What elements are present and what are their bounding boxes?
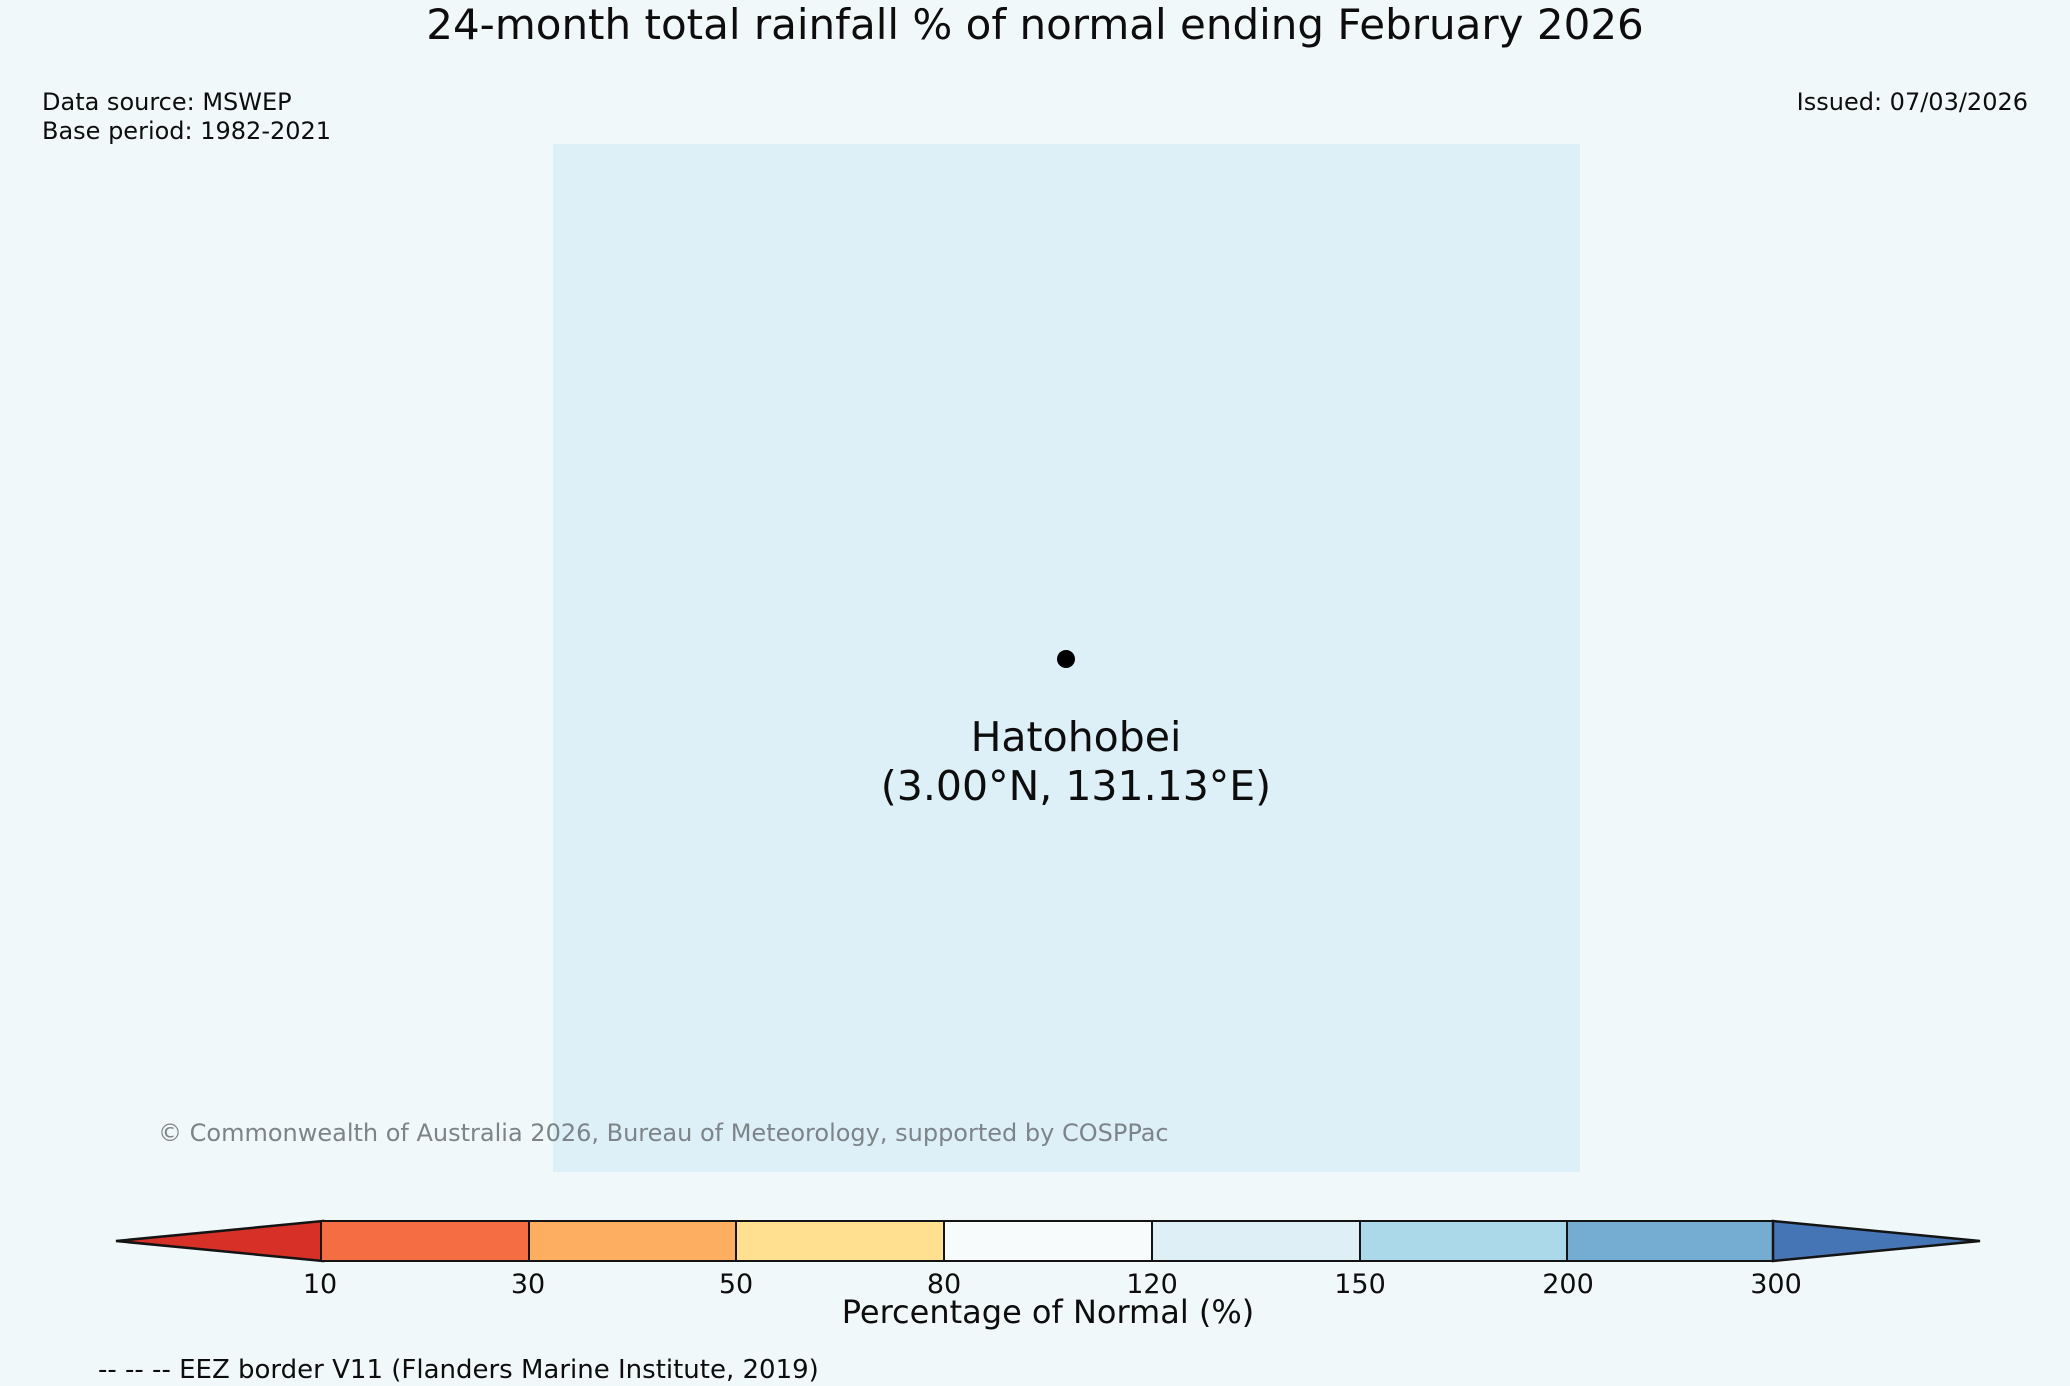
colorbar-segment-30-50	[527, 1222, 736, 1260]
colorbar-over-range-arrow	[1771, 1219, 1981, 1263]
right-arrow-shape	[1771, 1219, 1981, 1263]
colorbar-tick-150: 150	[1334, 1269, 1386, 1300]
colorbar-tick-30: 30	[510, 1269, 546, 1300]
colorbar-tick-300: 300	[1750, 1269, 1802, 1300]
colorbar-axis-label: Percentage of Normal (%)	[841, 1293, 1255, 1331]
colorbar-segment-80-120	[943, 1222, 1151, 1260]
colorbar-tick-10: 10	[302, 1269, 338, 1300]
station-coords-label: (3.00°N, 131.13°E)	[880, 762, 1272, 810]
base-period-label: Base period: 1982-2021	[42, 117, 332, 145]
issued-label: Issued: 07/03/2026	[1796, 88, 2028, 116]
copyright-notice: © Commonwealth of Australia 2026, Bureau…	[158, 1119, 1169, 1147]
station-label: Hatohobei (3.00°N, 131.13°E)	[576, 713, 1576, 811]
colorbar-ticks: 10 30 50 80 120 150 200 300	[0, 1268, 2070, 1302]
colorbar-segment-50-80	[735, 1222, 944, 1260]
data-source-label: Data source: MSWEP	[42, 88, 292, 116]
colorbar-tick-50: 50	[718, 1269, 754, 1300]
figure-title: 24-month total rainfall % of normal endi…	[426, 0, 1644, 49]
colorbar-segment-150-200	[1358, 1222, 1567, 1260]
header-annotations-right: Issued: 07/03/2026	[1797, 88, 2028, 117]
colorbar-segments	[320, 1220, 1776, 1262]
station-marker-dot	[1057, 650, 1075, 668]
colorbar-tick-120: 120	[1126, 1269, 1178, 1300]
left-arrow-shape	[115, 1219, 325, 1263]
colorbar-under-range-arrow	[115, 1219, 325, 1263]
colorbar-tick-200: 200	[1542, 1269, 1594, 1300]
header-annotations-left: Data source: MSWEP Base period: 1982-202…	[42, 88, 331, 146]
colorbar-segment-200-300	[1566, 1222, 1775, 1260]
colorbar-segment-10-30	[322, 1222, 528, 1260]
eez-border-note: -- -- -- EEZ border V11 (Flanders Marine…	[98, 1355, 819, 1385]
colorbar-segment-120-150	[1150, 1222, 1359, 1260]
colorbar-tick-80: 80	[926, 1269, 962, 1300]
station-name-label: Hatohobei	[970, 713, 1182, 761]
